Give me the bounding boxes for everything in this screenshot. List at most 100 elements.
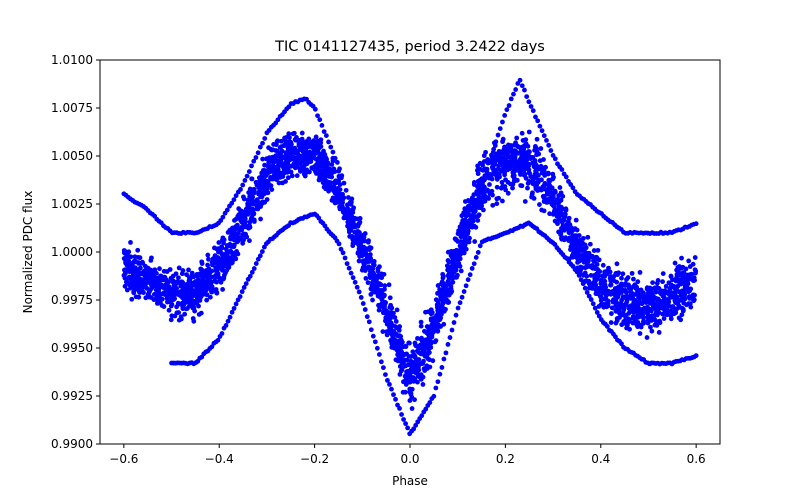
data-point (668, 273, 674, 279)
data-point (469, 197, 475, 202)
data-point (392, 337, 397, 342)
data-point (230, 250, 236, 256)
data-point (467, 235, 472, 241)
data-point (448, 249, 454, 254)
data-point (680, 307, 686, 313)
data-point (555, 221, 560, 227)
y-tick-label: 1.0050 (51, 149, 93, 163)
data-point (576, 272, 582, 278)
data-point (374, 287, 380, 293)
data-point (403, 344, 409, 350)
data-point (595, 247, 601, 253)
data-point (514, 177, 520, 183)
data-point (615, 305, 620, 311)
data-point (357, 254, 363, 259)
data-point (136, 288, 142, 293)
data-point (463, 283, 469, 289)
data-point (664, 305, 670, 311)
data-point (437, 371, 443, 377)
data-point (260, 140, 265, 146)
data-point (445, 342, 451, 347)
data-point (167, 289, 173, 295)
data-point (475, 250, 481, 255)
data-point (160, 291, 166, 297)
data-point (382, 283, 388, 289)
data-point (406, 354, 412, 359)
data-point (602, 290, 608, 296)
data-point (312, 106, 318, 112)
data-point (301, 147, 307, 152)
data-point (443, 350, 449, 356)
data-point (269, 187, 275, 192)
data-point (620, 287, 626, 293)
data-point (530, 108, 536, 114)
data-point (239, 208, 245, 214)
data-point (363, 251, 369, 257)
data-point (416, 357, 422, 362)
data-point (471, 207, 477, 212)
x-axis-ticks: −0.6 −0.4 −0.2 0.0 0.2 0.4 0.6 (109, 444, 706, 466)
data-point (224, 207, 230, 213)
data-point (519, 183, 525, 189)
data-point (693, 221, 699, 227)
data-point (364, 254, 370, 260)
data-point (199, 267, 205, 273)
x-tick-label: −0.6 (109, 452, 138, 466)
data-point (556, 193, 562, 199)
data-point (398, 353, 404, 359)
data-point (490, 163, 496, 169)
data-point (531, 196, 537, 201)
data-point (255, 150, 261, 156)
data-point (419, 413, 425, 419)
data-point (389, 341, 395, 347)
data-point (661, 316, 667, 321)
data-point (251, 158, 257, 164)
data-point (511, 91, 516, 97)
data-point (356, 258, 362, 264)
data-point (350, 210, 356, 215)
data-point (270, 147, 276, 153)
data-point (378, 301, 384, 307)
data-point (641, 319, 646, 325)
data-point (500, 184, 506, 189)
data-point (380, 329, 386, 335)
data-point (403, 363, 408, 369)
data-point (652, 285, 658, 291)
data-point (168, 303, 174, 309)
data-point (592, 276, 598, 281)
data-point (579, 241, 585, 247)
data-point (620, 282, 626, 288)
data-point (557, 185, 563, 190)
data-point (462, 235, 468, 241)
data-point (199, 273, 204, 279)
data-point (536, 186, 542, 192)
data-point (585, 256, 591, 262)
data-point (315, 165, 321, 171)
data-point (409, 406, 415, 411)
data-point (435, 300, 441, 306)
data-point (560, 212, 566, 218)
data-point (445, 288, 450, 294)
data-point (220, 260, 225, 265)
data-point (219, 331, 225, 336)
data-point (332, 200, 338, 206)
data-point (574, 227, 580, 233)
data-point (489, 176, 495, 182)
data-point (396, 327, 402, 333)
data-point (451, 269, 457, 275)
data-point (121, 256, 127, 261)
data-point (216, 249, 222, 255)
data-point (557, 198, 563, 204)
data-point (274, 148, 280, 154)
data-point (239, 224, 245, 230)
data-point (183, 306, 189, 312)
data-point (190, 293, 196, 299)
data-point (199, 261, 205, 266)
data-point (327, 166, 333, 172)
data-point (532, 143, 538, 149)
data-point (686, 273, 692, 279)
data-point (356, 230, 362, 235)
data-point (428, 317, 434, 323)
x-axis-label: Phase (392, 474, 428, 488)
data-point (458, 268, 464, 274)
